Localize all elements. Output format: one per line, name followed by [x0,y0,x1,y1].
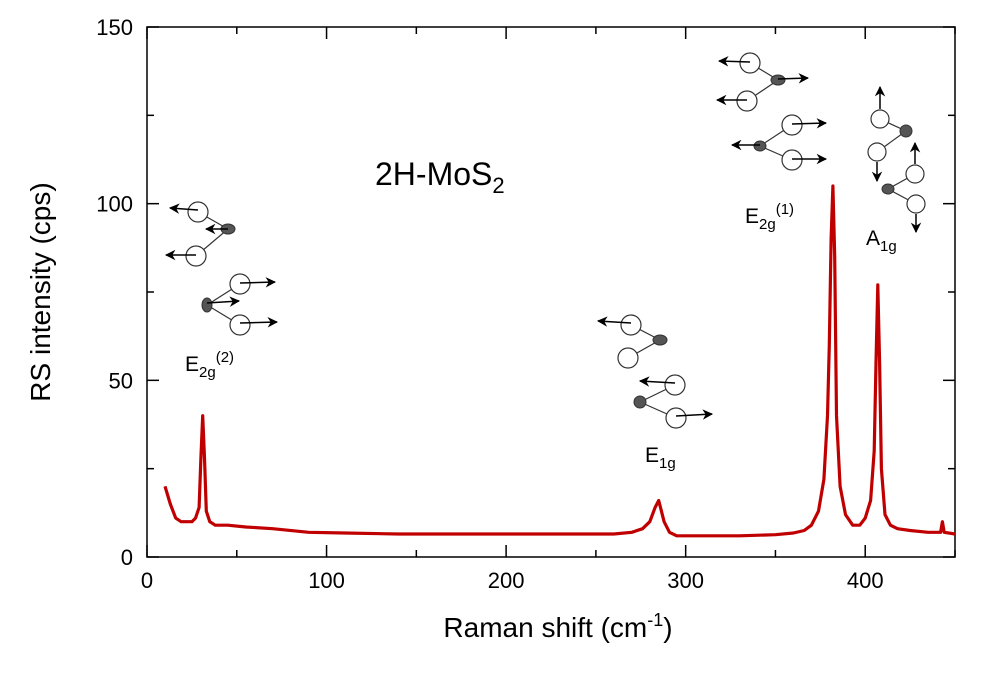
y-tick-label: 0 [121,545,133,570]
mode-diagram-e2g2 [164,201,279,336]
axis-tick-labels: 0 100 200 300 400 0 50 100 150 [96,15,883,593]
y-tick-label: 150 [96,15,133,40]
chart-title-main: 2H-MoS [375,156,492,192]
x-tick-label: 400 [847,568,884,593]
peak-label-a1g: A1g [866,227,897,255]
y-tick-label: 50 [109,368,133,393]
chart-title-sub: 2 [492,173,504,198]
x-tick-label: 100 [308,568,345,593]
mode-diagram-e2g1 [715,52,828,171]
x-axis-title-sup: -1 [647,610,663,630]
mode-diagram-e1g [596,314,714,429]
peak-label-e2g2: E2g(2) [185,349,234,381]
x-axis-title-end: ) [663,612,672,643]
x-tick-label: 200 [488,568,525,593]
spectrum-line [163,184,956,538]
x-tick-label: 300 [667,568,704,593]
peak-label-e1g: E1g [645,444,676,472]
x-axis-title-main: Raman shift (cm [443,612,647,643]
chart-title: 2H-MoS2 [375,156,505,198]
x-tick-label: 0 [141,568,153,593]
y-tick-label: 100 [96,192,133,217]
peak-label-e2g1: E2g(1) [745,201,794,233]
axis-ticks [146,26,956,558]
x-axis-title: Raman shift (cm-1) [443,610,672,643]
y-axis-title: RS intensity (cps) [25,182,56,401]
mode-diagram-a1g [867,85,926,234]
